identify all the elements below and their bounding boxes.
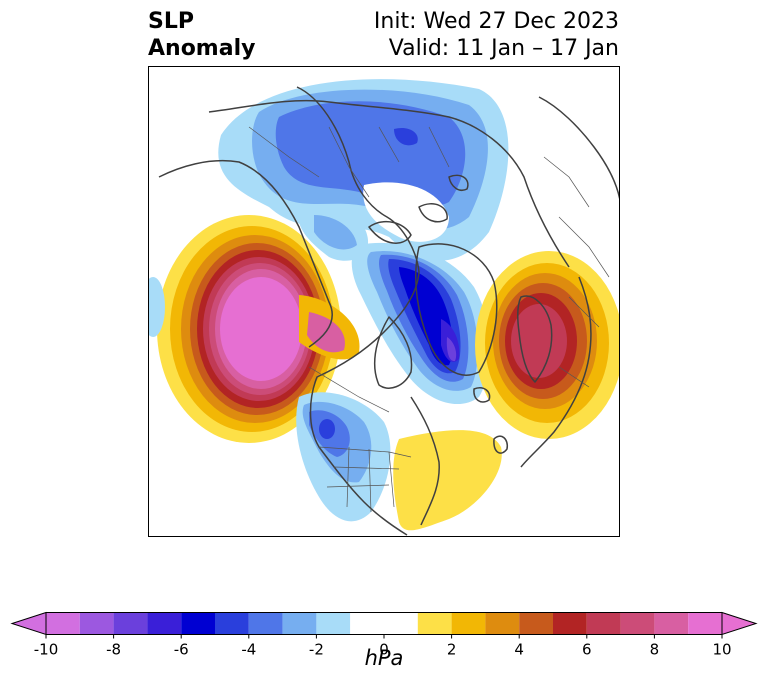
chart-title-dates: Init: Wed 27 Dec 2023 Valid: 11 Jan – 17… [374, 8, 619, 62]
chart-title-variable: SLP Anomaly [148, 8, 255, 62]
colorbar-level-box [181, 612, 215, 635]
colorbar-level-box [248, 612, 283, 635]
colorbar-tick-label: 4 [514, 641, 524, 659]
colorbar-level-box [350, 612, 418, 635]
arctic-negative-anomaly [218, 79, 509, 261]
colorbar-level-box [586, 612, 621, 635]
init-date-label: Init: Wed 27 Dec 2023 [373, 9, 619, 34]
colorbar-level-box [215, 612, 249, 635]
colorbar-level-box [553, 612, 587, 635]
pacific-positive-anomaly [157, 215, 360, 443]
colorbar-level-box [79, 612, 114, 635]
title-variable-line1: SLP [148, 9, 194, 34]
colorbar-level-box [147, 612, 182, 635]
colorbar-level-box [654, 612, 689, 635]
colorbar-boxes [10, 611, 758, 636]
colorbar-tick-label: 2 [447, 641, 457, 659]
colorbar-level-box [46, 612, 80, 635]
colorbar-tick-label: -8 [106, 641, 121, 659]
map-panel [148, 66, 620, 537]
west-pacific-negative-sliver [149, 277, 165, 337]
coastlines [158, 86, 619, 536]
colorbar-tick-label: 6 [582, 641, 592, 659]
colorbar-extend-max [721, 611, 758, 636]
colorbar-tick-label: -6 [174, 641, 189, 659]
colorbar-level-box [688, 612, 722, 635]
colorbar-units-label: hPa [364, 646, 404, 670]
slp-anomaly-map [149, 79, 619, 536]
colorbar-level-box [620, 612, 655, 635]
colorbar-level-box [113, 612, 148, 635]
colorbar-level-box [417, 612, 452, 635]
valid-date-label: Valid: 11 Jan – 17 Jan [388, 36, 619, 61]
colorbar-ticks: -10 -8 -6 -4 -2 0 2 4 6 8 10 [34, 634, 732, 659]
atlantic-positive-anomaly [393, 430, 502, 531]
western-us-negative-anomaly [296, 392, 391, 522]
colorbar-tick-label: -4 [241, 641, 256, 659]
colorbar-tick-label: -10 [34, 641, 59, 659]
colorbar-level-box [451, 612, 486, 635]
scandinavia-positive-anomaly [475, 251, 619, 439]
title-variable-line2: Anomaly [148, 36, 256, 61]
greenland-iceland-negative-anomaly [351, 242, 490, 405]
colorbar-level-box [519, 612, 553, 635]
colorbar-extend-min [10, 611, 47, 636]
colorbar-tick-label: 8 [650, 641, 660, 659]
colorbar-tick-label: 10 [712, 641, 731, 659]
colorbar-tick-label: -2 [309, 641, 324, 659]
colorbar-tick-label: 0 [379, 641, 389, 659]
colorbar: -10 -8 -6 -4 -2 0 2 4 6 8 10 [10, 611, 758, 659]
political-borders [248, 126, 610, 513]
colorbar-level-box [316, 612, 351, 635]
colorbar-level-box [485, 612, 520, 635]
colorbar-level-box [282, 612, 317, 635]
